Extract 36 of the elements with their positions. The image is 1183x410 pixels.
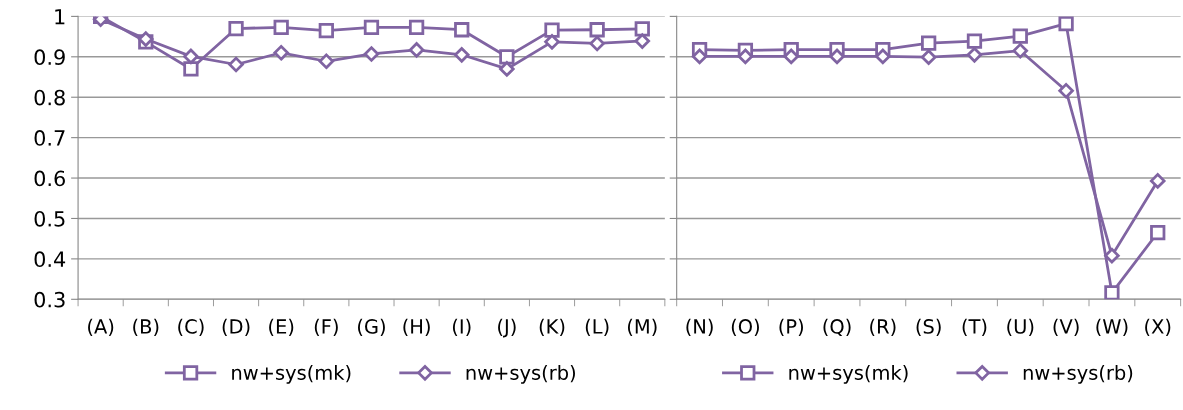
x-tick-label: (R) [870, 318, 896, 337]
x-tick-label: (J) [498, 318, 516, 338]
x-tick-label: (V) [1053, 318, 1079, 337]
y-tick-label: 0.8 [34, 89, 65, 106]
y-tick-label: 0.6 [34, 170, 65, 187]
x-tick-label: (T) [962, 318, 987, 337]
legend-label: nw+sys(mk) [232, 364, 351, 384]
legend-label: nw+sys(rb) [466, 364, 575, 384]
x-tick-label: (O) [731, 318, 759, 337]
x-tick-label: (K) [539, 318, 565, 337]
x-tick-label: (N) [686, 318, 713, 337]
x-tick-label: (L) [585, 318, 609, 337]
x-tick-label: (B) [133, 318, 159, 337]
x-tick-label: (A) [88, 318, 114, 337]
legend-label: nw+sys(rb) [1023, 364, 1133, 384]
y-tick-label: 0.7 [34, 130, 65, 146]
x-tick-label: (E) [269, 318, 294, 337]
x-tick-label: (U) [1007, 318, 1034, 337]
x-tick-label: (S) [916, 318, 941, 337]
y-tick-label: 0.3 [34, 291, 65, 308]
x-tick-label: (G) [358, 318, 385, 337]
x-tick-label: (I) [452, 318, 471, 337]
legend-label: nw+sys(mk) [789, 364, 908, 384]
y-tick-label: 0.4 [34, 251, 66, 268]
x-tick-label: (D) [222, 318, 250, 337]
x-tick-label: (C) [178, 318, 204, 337]
x-tick-label: (F) [314, 318, 338, 337]
x-tick-label: (M) [627, 318, 657, 337]
y-tick-label: 0.5 [34, 210, 65, 227]
x-tick-label: (X) [1145, 318, 1171, 337]
x-tick-label: (Q) [823, 318, 851, 337]
y-tick-label: 0.9 [34, 49, 65, 66]
y-tick-label: 1 [55, 9, 65, 25]
x-tick-label: (W) [1096, 318, 1128, 337]
x-tick-label: (P) [779, 318, 803, 337]
x-tick-label: (H) [403, 318, 430, 337]
